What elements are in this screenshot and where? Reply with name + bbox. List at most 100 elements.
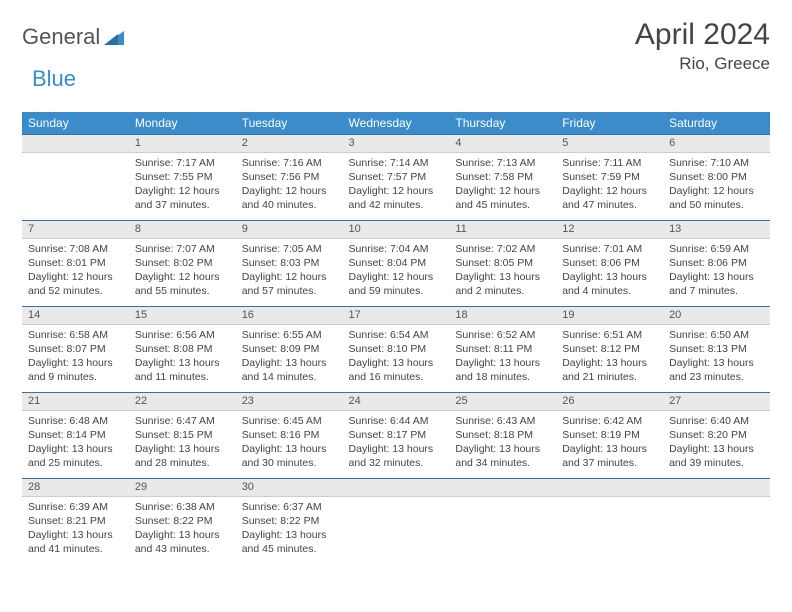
sunset-line: Sunset: 7:57 PM [349, 170, 444, 184]
sunset-line: Sunset: 8:09 PM [242, 342, 337, 356]
calendar-cell: 23Sunrise: 6:45 AMSunset: 8:16 PMDayligh… [236, 392, 343, 478]
calendar-cell: 8Sunrise: 7:07 AMSunset: 8:02 PMDaylight… [129, 220, 236, 306]
calendar-cell: 7Sunrise: 7:08 AMSunset: 8:01 PMDaylight… [22, 220, 129, 306]
day-body: Sunrise: 6:50 AMSunset: 8:13 PMDaylight:… [663, 325, 770, 391]
day-body: Sunrise: 7:17 AMSunset: 7:55 PMDaylight:… [129, 153, 236, 219]
sunset-line: Sunset: 7:59 PM [562, 170, 657, 184]
sunset-line: Sunset: 8:00 PM [669, 170, 764, 184]
sunrise-line: Sunrise: 7:10 AM [669, 156, 764, 170]
sunset-line: Sunset: 8:21 PM [28, 514, 123, 528]
sunrise-line: Sunrise: 6:37 AM [242, 500, 337, 514]
calendar-cell: 13Sunrise: 6:59 AMSunset: 8:06 PMDayligh… [663, 220, 770, 306]
dow-header: Thursday [449, 112, 556, 134]
calendar-cell: 30Sunrise: 6:37 AMSunset: 8:22 PMDayligh… [236, 478, 343, 564]
calendar-cell [556, 478, 663, 564]
daylight-line: Daylight: 13 hours and 41 minutes. [28, 528, 123, 556]
calendar-cell: 2Sunrise: 7:16 AMSunset: 7:56 PMDaylight… [236, 134, 343, 220]
day-number-empty [343, 478, 450, 497]
dow-header: Sunday [22, 112, 129, 134]
day-number: 10 [343, 220, 450, 239]
day-body: Sunrise: 6:38 AMSunset: 8:22 PMDaylight:… [129, 497, 236, 563]
day-number: 6 [663, 134, 770, 153]
sunset-line: Sunset: 8:07 PM [28, 342, 123, 356]
sunset-line: Sunset: 8:22 PM [135, 514, 230, 528]
calendar-cell: 5Sunrise: 7:11 AMSunset: 7:59 PMDaylight… [556, 134, 663, 220]
sunset-line: Sunset: 8:20 PM [669, 428, 764, 442]
day-number: 20 [663, 306, 770, 325]
calendar-cell: 22Sunrise: 6:47 AMSunset: 8:15 PMDayligh… [129, 392, 236, 478]
day-body: Sunrise: 6:43 AMSunset: 8:18 PMDaylight:… [449, 411, 556, 477]
sunrise-line: Sunrise: 6:47 AM [135, 414, 230, 428]
day-body: Sunrise: 6:52 AMSunset: 8:11 PMDaylight:… [449, 325, 556, 391]
calendar-cell: 16 Sunrise: 6:55 AMSunset: 8:09 PMDayligh… [236, 306, 343, 392]
daylight-line: Daylight: 13 hours and 32 minutes. [349, 442, 444, 470]
day-body: Sunrise: 7:10 AMSunset: 8:00 PMDaylight:… [663, 153, 770, 219]
daylight-line: Daylight: 13 hours and 9 minutes. [28, 356, 123, 384]
calendar-week-row: 1Sunrise: 7:17 AMSunset: 7:55 PMDaylight… [22, 134, 770, 220]
sunrise-line: Sunrise: 6:56 AM [135, 328, 230, 342]
sunset-line: Sunset: 8:11 PM [455, 342, 550, 356]
dow-header: Tuesday [236, 112, 343, 134]
daylight-line: Daylight: 12 hours and 50 minutes. [669, 184, 764, 212]
sunset-line: Sunset: 7:58 PM [455, 170, 550, 184]
sunset-line: Sunset: 8:10 PM [349, 342, 444, 356]
day-number: 26 [556, 392, 663, 411]
sunset-line: Sunset: 8:22 PM [242, 514, 337, 528]
day-number: 22 [129, 392, 236, 411]
sunset-line: Sunset: 8:12 PM [562, 342, 657, 356]
day-number: 16 [236, 306, 343, 325]
calendar-week-row: 7Sunrise: 7:08 AMSunset: 8:01 PMDaylight… [22, 220, 770, 306]
day-body: Sunrise: 6:40 AMSunset: 8:20 PMDaylight:… [663, 411, 770, 477]
day-body: Sunrise: 7:14 AMSunset: 7:57 PMDaylight:… [343, 153, 450, 219]
daylight-line: Daylight: 13 hours and 28 minutes. [135, 442, 230, 470]
day-number: 28 [22, 478, 129, 497]
sunrise-line: Sunrise: 6:54 AM [349, 328, 444, 342]
day-number: 7 [22, 220, 129, 239]
day-body: Sunrise: 7:07 AMSunset: 8:02 PMDaylight:… [129, 239, 236, 305]
daylight-line: Daylight: 13 hours and 14 minutes. [242, 356, 337, 384]
sunset-line: Sunset: 8:06 PM [562, 256, 657, 270]
sunrise-line: Sunrise: 7:14 AM [349, 156, 444, 170]
day-body: Sunrise: 7:05 AMSunset: 8:03 PMDaylight:… [236, 239, 343, 305]
logo-triangle-icon [104, 29, 124, 45]
daylight-line: Daylight: 13 hours and 34 minutes. [455, 442, 550, 470]
day-body: Sunrise: 6:58 AMSunset: 8:07 PMDaylight:… [22, 325, 129, 391]
day-body: Sunrise: 6:45 AMSunset: 8:16 PMDaylight:… [236, 411, 343, 477]
day-body: Sunrise: 6:59 AMSunset: 8:06 PMDaylight:… [663, 239, 770, 305]
day-number: 5 [556, 134, 663, 153]
sunset-line: Sunset: 8:13 PM [669, 342, 764, 356]
calendar-cell [449, 478, 556, 564]
sunrise-line: Sunrise: 7:07 AM [135, 242, 230, 256]
daylight-line: Daylight: 13 hours and 23 minutes. [669, 356, 764, 384]
sunrise-line: Sunrise: 6:45 AM [242, 414, 337, 428]
day-number: 8 [129, 220, 236, 239]
calendar-cell: 25Sunrise: 6:43 AMSunset: 8:18 PMDayligh… [449, 392, 556, 478]
daylight-line: Daylight: 13 hours and 39 minutes. [669, 442, 764, 470]
daylight-line: Daylight: 13 hours and 30 minutes. [242, 442, 337, 470]
sunset-line: Sunset: 8:05 PM [455, 256, 550, 270]
calendar-cell: 28Sunrise: 6:39 AMSunset: 8:21 PMDayligh… [22, 478, 129, 564]
calendar-cell: 20Sunrise: 6:50 AMSunset: 8:13 PMDayligh… [663, 306, 770, 392]
daylight-line: Daylight: 12 hours and 57 minutes. [242, 270, 337, 298]
sunrise-line: Sunrise: 6:55 AM [242, 328, 337, 342]
sunset-line: Sunset: 8:14 PM [28, 428, 123, 442]
daylight-line: Daylight: 12 hours and 40 minutes. [242, 184, 337, 212]
sunrise-line: Sunrise: 6:52 AM [455, 328, 550, 342]
sunrise-line: Sunrise: 6:50 AM [669, 328, 764, 342]
sunset-line: Sunset: 8:03 PM [242, 256, 337, 270]
daylight-line: Daylight: 13 hours and 21 minutes. [562, 356, 657, 384]
daylight-line: Daylight: 13 hours and 4 minutes. [562, 270, 657, 298]
day-body: Sunrise: 7:04 AMSunset: 8:04 PMDaylight:… [343, 239, 450, 305]
day-body: Sunrise: 7:08 AMSunset: 8:01 PMDaylight:… [22, 239, 129, 305]
calendar-cell: 24Sunrise: 6:44 AMSunset: 8:17 PMDayligh… [343, 392, 450, 478]
day-number: 15 [129, 306, 236, 325]
day-number: 14 [22, 306, 129, 325]
day-number-empty [663, 478, 770, 497]
sunrise-line: Sunrise: 7:11 AM [562, 156, 657, 170]
daylight-line: Daylight: 13 hours and 43 minutes. [135, 528, 230, 556]
calendar-cell: 1Sunrise: 7:17 AMSunset: 7:55 PMDaylight… [129, 134, 236, 220]
sunset-line: Sunset: 8:18 PM [455, 428, 550, 442]
calendar-week-row: 28Sunrise: 6:39 AMSunset: 8:21 PMDayligh… [22, 478, 770, 564]
sunset-line: Sunset: 8:16 PM [242, 428, 337, 442]
sunrise-line: Sunrise: 6:48 AM [28, 414, 123, 428]
